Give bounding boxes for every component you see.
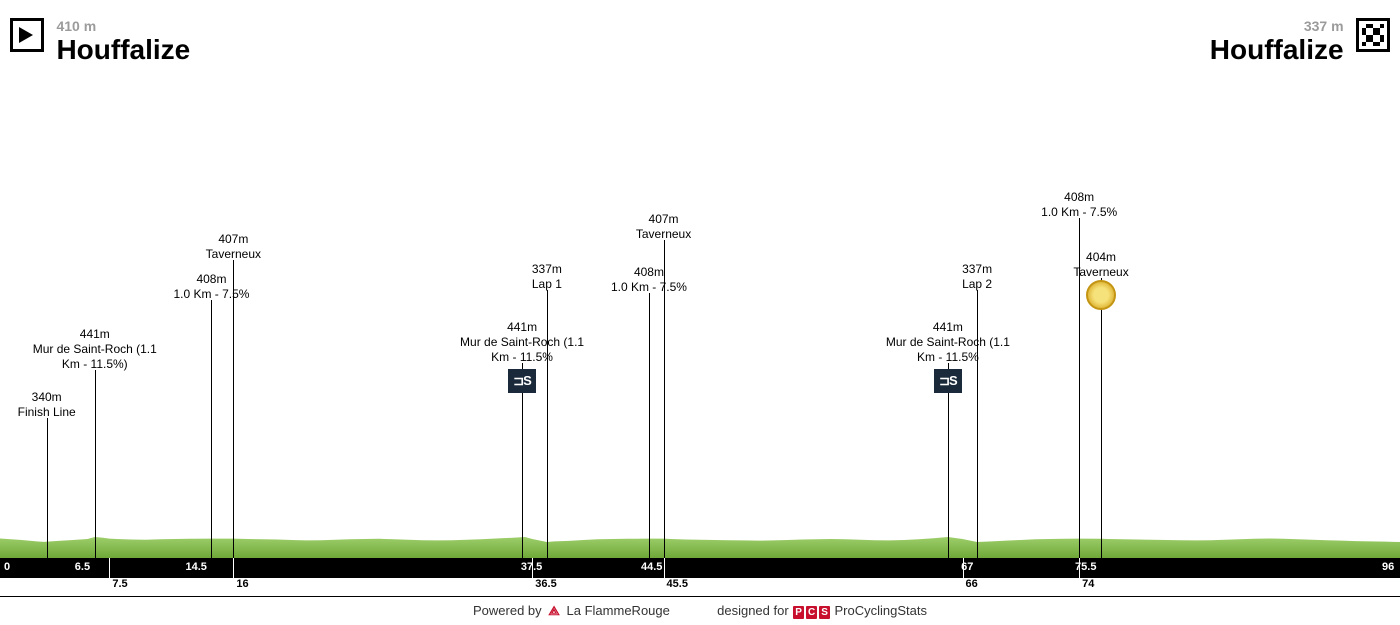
marker-reference-line — [95, 370, 96, 558]
marker-label: 404mTaverneux — [1031, 250, 1171, 280]
sprint-icon: ⊐S — [508, 369, 536, 393]
marker-label: 340mFinish Line — [0, 390, 117, 420]
marker-reference-line — [211, 300, 212, 558]
stage-profile-container: 410 m Houffalize 337 m Houffalize 340mFi… — [0, 0, 1400, 625]
axis-divider — [0, 596, 1400, 597]
footer-credits: Powered by ⟁ La FlammeRouge designed for… — [0, 603, 1400, 619]
designed-for-label: designed for — [717, 603, 789, 618]
marker-label: 441mMur de Saint-Roch (1.1Km - 11.5%) — [25, 327, 165, 372]
marker-reference-line — [1101, 278, 1102, 558]
axis-bottom-label: 66 — [966, 578, 978, 590]
axis-tick — [532, 558, 533, 578]
axis-tick — [963, 558, 964, 578]
marker-reference-line — [977, 290, 978, 558]
pcs-logo-letter: S — [819, 606, 830, 619]
marker-label: 337mLap 2 — [907, 262, 1047, 292]
distance-axis-band: 06.514.537.544.56775.5967.51636.545.5667… — [0, 558, 1400, 578]
axis-bottom-label: 7.5 — [112, 578, 127, 590]
marker-reference-line — [664, 240, 665, 558]
lfr-name: La FlammeRouge — [567, 603, 670, 618]
marker-label: 407mTaverneux — [163, 232, 303, 262]
marker-label: 441mMur de Saint-Roch (1.1Km - 11.5% — [878, 320, 1018, 365]
axis-tick — [664, 558, 665, 578]
gold-km-icon — [1086, 280, 1116, 310]
axis-top-label: 44.5 — [641, 561, 662, 573]
axis-top-label: 14.5 — [185, 561, 206, 573]
flamme-rouge-icon: ⟁ — [548, 603, 560, 618]
marker-label: 407mTaverneux — [594, 212, 734, 242]
axis-bottom-label: 16 — [236, 578, 248, 590]
axis-bottom-label: 36.5 — [535, 578, 556, 590]
axis-tick — [109, 558, 110, 578]
pcs-logo-letter: C — [806, 606, 817, 619]
marker-reference-line — [547, 290, 548, 558]
axis-top-label: 96 — [1382, 561, 1394, 573]
axis-top-label: 0 — [4, 561, 10, 573]
marker-label: 408m1.0 Km - 7.5% — [579, 265, 719, 295]
marker-reference-line — [649, 293, 650, 558]
sprint-icon: ⊐S — [934, 369, 962, 393]
marker-reference-line — [233, 260, 234, 558]
axis-tick — [1079, 558, 1080, 578]
elevation-profile-svg — [0, 0, 1400, 625]
axis-top-label: 6.5 — [75, 561, 90, 573]
axis-bottom-label: 74 — [1082, 578, 1094, 590]
marker-label: 408m1.0 Km - 7.5% — [1009, 190, 1149, 220]
axis-bottom-label: 45.5 — [667, 578, 688, 590]
pcs-logo-letter: P — [793, 606, 804, 619]
pcs-name: ProCyclingStats — [835, 603, 927, 618]
marker-label: 408m1.0 Km - 7.5% — [141, 272, 281, 302]
pcs-logo-boxes: PCS — [792, 603, 831, 618]
powered-by-label: Powered by — [473, 603, 542, 618]
marker-label: 441mMur de Saint-Roch (1.1Km - 11.5% — [452, 320, 592, 365]
marker-reference-line — [47, 418, 48, 558]
axis-tick — [233, 558, 234, 578]
